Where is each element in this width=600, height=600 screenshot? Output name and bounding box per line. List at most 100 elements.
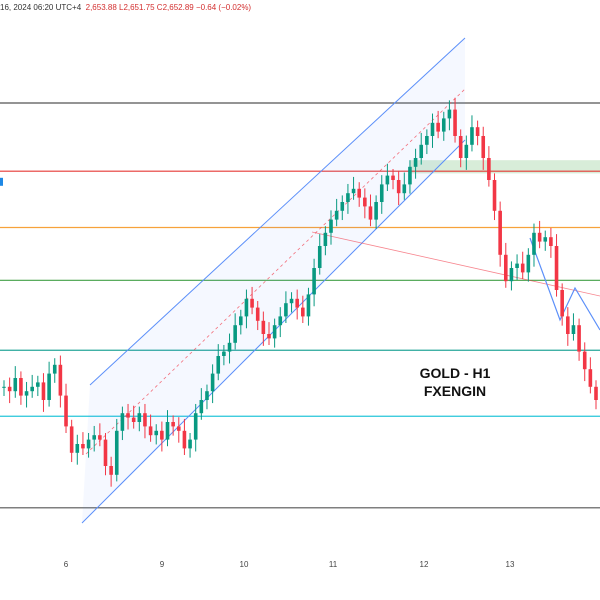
candle-body	[2, 386, 6, 388]
candle-body	[526, 254, 531, 273]
candle-body	[306, 294, 311, 317]
x-tick-label: 11	[329, 560, 338, 569]
candle-body	[92, 435, 97, 440]
candle-body	[64, 395, 68, 427]
candle-body	[148, 426, 153, 436]
candle-body	[441, 118, 446, 132]
candle-body	[255, 307, 260, 321]
candle-body	[267, 334, 271, 339]
candles-layer	[2, 97, 598, 487]
price-marker	[0, 177, 3, 186]
candle-body	[36, 382, 40, 387]
candle-body	[188, 439, 192, 449]
candle-body	[222, 351, 226, 356]
candle-body	[413, 158, 418, 167]
candle-body	[379, 184, 384, 202]
candle-body	[131, 417, 136, 422]
candle-body	[227, 342, 232, 352]
candle-body	[69, 426, 74, 453]
candle-body	[126, 413, 130, 418]
candle-body	[143, 413, 147, 427]
candle-body	[165, 422, 170, 440]
candle-body	[464, 144, 469, 158]
projection-path	[529, 237, 600, 331]
candle-body	[515, 263, 519, 268]
candle-body	[52, 364, 57, 374]
candle-body	[396, 180, 401, 194]
candle-body	[58, 364, 63, 396]
candle-body	[481, 136, 486, 158]
candle-body	[351, 188, 356, 194]
candle-body	[554, 246, 559, 290]
descending-trendline	[311, 231, 600, 297]
x-axis: 6 9 10 11 12 13	[64, 560, 515, 569]
candle-body	[233, 325, 237, 343]
candle-body	[114, 430, 119, 475]
candle-body	[317, 246, 322, 268]
candle-body	[458, 136, 463, 158]
candle-body	[391, 175, 395, 180]
x-tick-label: 12	[420, 560, 429, 569]
candle-body	[566, 316, 570, 334]
x-tick-label: 6	[64, 560, 69, 569]
candle-body	[503, 254, 508, 282]
candle-body	[329, 219, 333, 233]
candle-body	[216, 356, 221, 374]
channel-fill	[82, 38, 465, 523]
candle-body	[340, 202, 345, 211]
candle-body	[120, 413, 125, 431]
zones-layer	[410, 160, 600, 174]
candle-body	[374, 202, 378, 220]
candle-body	[475, 127, 480, 136]
candle-body	[470, 127, 474, 145]
candle-body	[289, 298, 294, 304]
candle-body	[176, 426, 181, 431]
candle-body	[193, 413, 198, 440]
candle-body	[81, 444, 85, 449]
candle-body	[436, 122, 440, 132]
watermark-line1: GOLD - H1	[420, 365, 491, 381]
candle-body	[137, 413, 142, 422]
candle-body	[154, 430, 159, 436]
candle-body	[543, 237, 548, 242]
candle-body	[7, 386, 12, 392]
candle-body	[419, 144, 424, 158]
supply-zone	[410, 160, 600, 174]
candle-body	[24, 391, 29, 396]
candle-body	[182, 430, 187, 449]
candle-body	[103, 439, 108, 466]
candle-body	[312, 268, 316, 295]
candle-body	[109, 466, 113, 475]
candle-body	[41, 382, 46, 400]
header-datetime: 16, 2024 06:20 UTC+4	[0, 3, 82, 12]
candle-body	[160, 430, 164, 440]
candle-body	[368, 206, 373, 220]
candle-body	[447, 109, 452, 119]
candle-body	[205, 391, 209, 400]
candle-body	[577, 325, 581, 352]
candle-body	[430, 122, 435, 136]
candle-body	[487, 158, 491, 180]
candle-body	[86, 439, 91, 449]
candle-body	[295, 298, 299, 308]
candle-body	[509, 268, 514, 282]
candle-body	[278, 316, 283, 326]
channel-midline	[85, 88, 466, 455]
candle-body	[588, 369, 593, 387]
candle-body	[346, 193, 350, 202]
candle-body	[408, 166, 412, 185]
candle-body	[19, 378, 23, 396]
candle-body	[582, 351, 587, 370]
candle-body	[199, 400, 204, 414]
candle-body	[532, 232, 536, 255]
x-tick-label: 9	[160, 560, 165, 569]
candle-body	[425, 136, 429, 145]
candle-body	[537, 232, 542, 242]
candle-body	[385, 175, 390, 185]
candle-body	[250, 298, 254, 308]
x-tick-label: 10	[240, 560, 249, 569]
candle-body	[98, 435, 102, 440]
chart-header: 16, 2024 06:20 UTC+4 2,653.88 L2,651.75 …	[0, 3, 251, 12]
candle-body	[453, 109, 457, 136]
